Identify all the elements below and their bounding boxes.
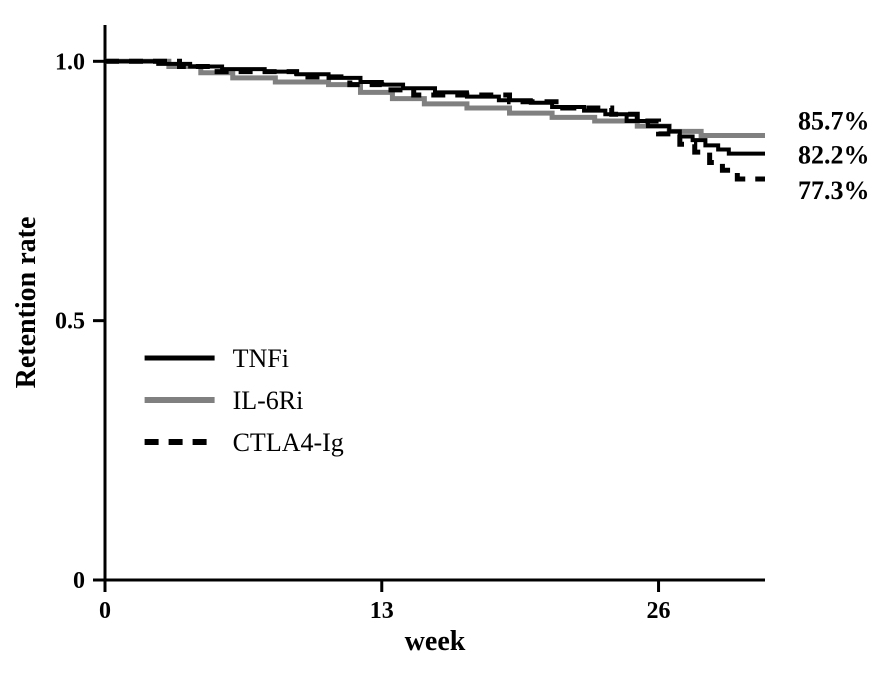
y-tick-label: 0 xyxy=(73,568,85,594)
legend-label-tnfi: TNFi xyxy=(233,344,289,373)
legend-label-ctla4ig: CTLA4-Ig xyxy=(233,428,344,457)
end-label-tnfi: 82.2% xyxy=(798,141,870,170)
y-axis-label: Retention rate xyxy=(11,217,42,389)
retention-chart: 0 13 26 0 0.5 1.0 week Retention rate 82.2% 85.7%… xyxy=(0,0,896,685)
x-tick-label: 0 xyxy=(99,598,111,624)
end-label-il6ri: 85.7% xyxy=(798,106,870,135)
x-tick-label: 26 xyxy=(647,598,671,624)
legend-label-il6ri: IL-6Ri xyxy=(233,386,304,415)
end-label-ctla4ig: 77.3% xyxy=(798,176,870,205)
y-tick-label: 1.0 xyxy=(55,49,85,75)
x-axis-label: week xyxy=(405,626,466,657)
chart-svg: 0 13 26 0 0.5 1.0 week Retention rate 82.2% 85.7%… xyxy=(0,0,896,685)
x-tick-label: 13 xyxy=(370,598,394,624)
y-tick-label: 0.5 xyxy=(55,309,85,335)
series-ctla4ig xyxy=(105,61,765,179)
